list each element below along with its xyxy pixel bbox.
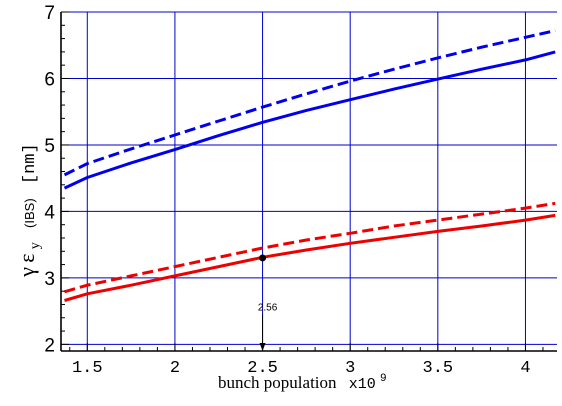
x-tick-label-1.5: 1.5 (72, 359, 103, 378)
grid (61, 11, 557, 351)
y-tick-label-2: 2 (44, 335, 55, 356)
y-axis-gamma: γ (14, 267, 39, 278)
y-tick-label-7: 7 (44, 3, 55, 24)
x-tick-label-4: 4 (520, 359, 530, 378)
series-line-4 (64, 213, 556, 302)
y-tick-label-3: 3 (44, 269, 55, 290)
y-axis-epsilon: ε (14, 253, 39, 262)
x-tick-label-3: 3 (345, 359, 355, 378)
series-line-3 (64, 201, 556, 294)
x-axis-multiplier-exp: 9 (380, 373, 387, 385)
overlays: 2.56 (258, 254, 278, 351)
x-tick-label-2.5: 2.5 (247, 359, 278, 378)
axis-labels: bunch population x10 9 γ ε y (IBS) [nm] (14, 143, 387, 393)
y-axis-label: γ ε y (IBS) [nm] (14, 143, 43, 277)
x-axis-label-text: bunch population (218, 373, 337, 392)
y-axis-subscript: y (28, 242, 43, 249)
y-tick-label-4: 4 (44, 202, 55, 223)
x-axis-multiplier: x10 (349, 376, 376, 393)
plot-frame (60, 12, 557, 352)
x-tick-label-3.5: 3.5 (423, 359, 454, 378)
ticks: 1.5 2 2.5 3 3.5 4 2 3 4 5 6 7 (44, 3, 544, 378)
y-tick-label-5: 5 (44, 136, 55, 157)
annotation-label: 2.56 (258, 302, 278, 313)
series-line-2 (63, 50, 556, 190)
series-layer (63, 29, 556, 302)
x-tick-label-2: 2 (170, 359, 180, 378)
y-axis-units: [nm] (21, 143, 40, 184)
x-axis-label: bunch population x10 9 (218, 373, 387, 393)
annotation-arrow-head (259, 343, 266, 351)
y-axis-tag: (IBS) (22, 198, 37, 228)
y-tick-label-6: 6 (44, 69, 55, 90)
series-line-1 (63, 29, 556, 177)
data-marker-point (259, 254, 267, 262)
